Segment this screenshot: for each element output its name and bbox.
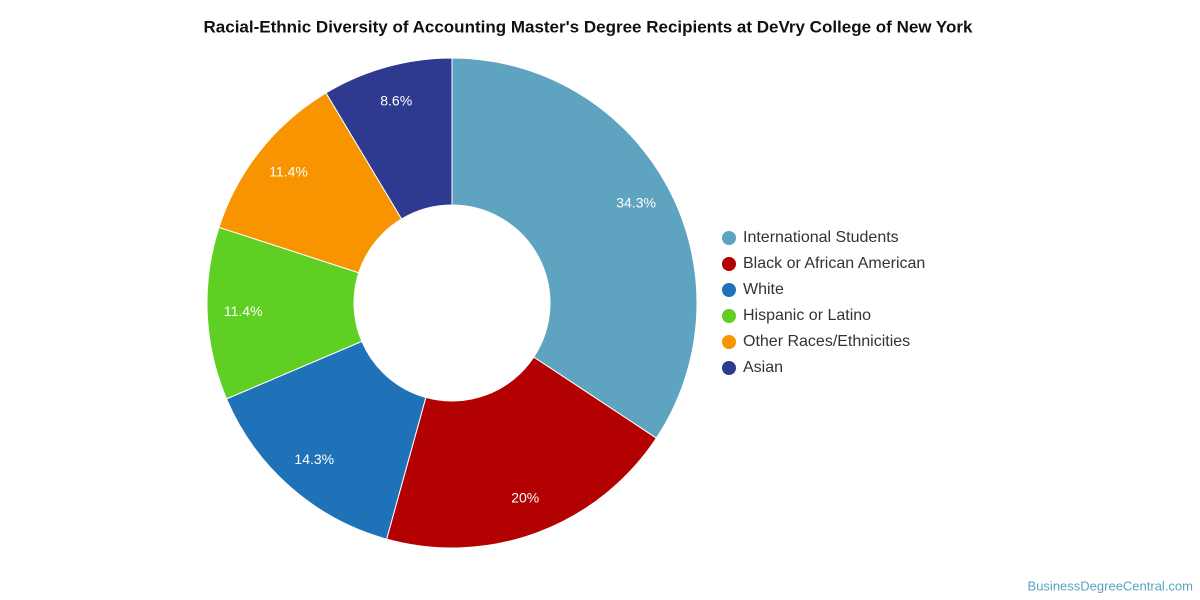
legend-marker xyxy=(722,309,736,323)
slice xyxy=(225,340,427,540)
value-label: 20% xyxy=(511,489,539,505)
legend-label: Other Races/Ethnicities xyxy=(743,333,910,350)
slice xyxy=(218,92,403,274)
legend-marker xyxy=(722,231,736,245)
value-label: 8.6% xyxy=(380,92,412,108)
legend-label: White xyxy=(743,281,784,298)
source-credit: BusinessDegreeCentral.com xyxy=(1028,578,1193,593)
value-label: 14.3% xyxy=(294,451,334,467)
value-label: 11.4% xyxy=(224,303,263,319)
legend-label: International Students xyxy=(743,229,899,246)
legend-label: Black or African American xyxy=(743,255,925,272)
slice xyxy=(385,356,658,549)
legend-label: Asian xyxy=(743,359,783,376)
chart-title: Racial-Ethnic Diversity of Accounting Ma… xyxy=(204,17,973,36)
legend-marker xyxy=(722,283,736,297)
slice xyxy=(325,57,453,220)
slice xyxy=(206,226,363,400)
legend-marker xyxy=(722,257,736,271)
legend-marker xyxy=(722,335,736,349)
legend-marker xyxy=(722,361,736,375)
legend-label: Hispanic or Latino xyxy=(743,307,871,324)
value-label: 11.4% xyxy=(269,164,308,180)
value-label: 34.3% xyxy=(616,195,656,211)
slice xyxy=(451,57,698,439)
